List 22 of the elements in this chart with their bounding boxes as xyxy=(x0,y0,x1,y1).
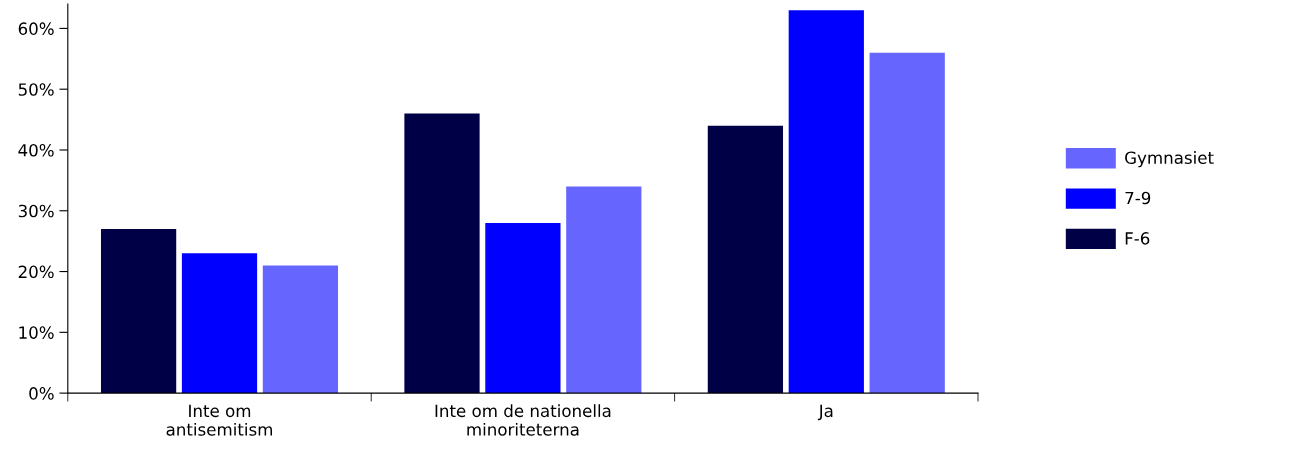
bar xyxy=(788,10,864,394)
bar xyxy=(262,265,339,394)
x-tick-label: Inte om de nationella minoriteterna xyxy=(435,404,611,436)
y-tick-label: 20% xyxy=(18,265,54,279)
legend-label: 7-9 xyxy=(1125,191,1151,205)
legend-label: Gymnasiet xyxy=(1125,151,1214,168)
x-tick-label: Inte om antisemitism xyxy=(166,404,273,436)
x-tick-label: Ja xyxy=(817,404,833,421)
y-tick-label: 60% xyxy=(18,22,54,35)
y-tick-label: 0% xyxy=(29,387,54,400)
y-tick-label: 40% xyxy=(18,143,54,157)
legend-label: F-6 xyxy=(1125,232,1150,245)
bar xyxy=(707,125,784,394)
bar xyxy=(404,113,480,394)
y-tick-label: 10% xyxy=(19,326,54,339)
bar xyxy=(566,186,642,394)
bar xyxy=(100,229,177,394)
y-tick-label: 30% xyxy=(18,204,54,218)
bar xyxy=(181,253,258,394)
bar xyxy=(485,222,561,394)
bar xyxy=(869,52,945,394)
y-tick-label: 50% xyxy=(18,83,54,96)
